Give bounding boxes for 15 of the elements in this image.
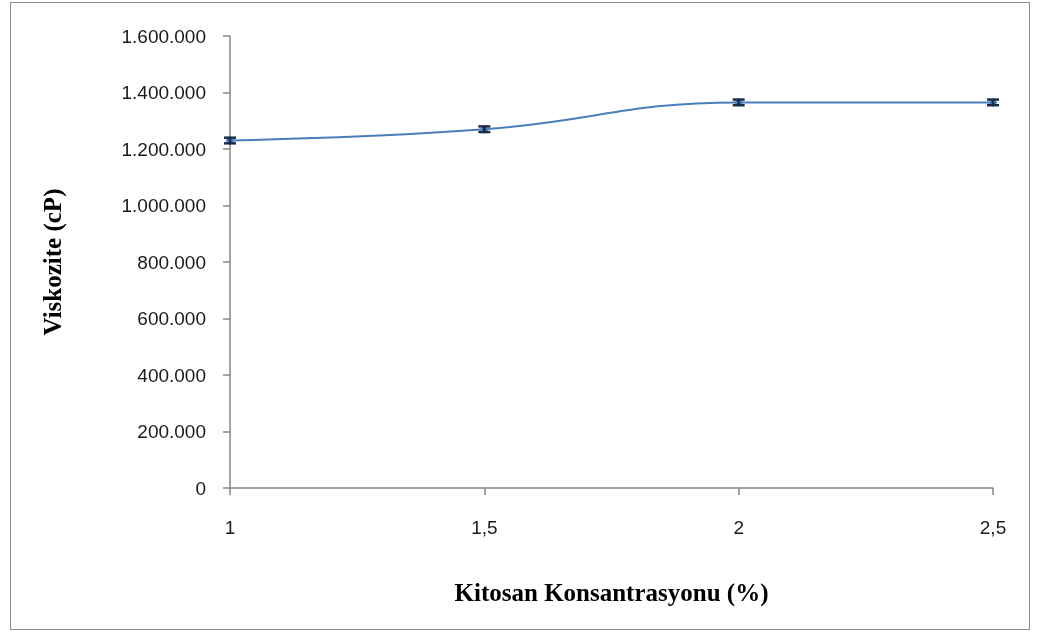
y-tick-label: 1.600.000	[121, 25, 206, 47]
y-tick-label: 400.000	[137, 364, 206, 386]
x-tick-label: 1	[224, 517, 236, 538]
y-tick-label: 800.000	[137, 251, 206, 273]
y-tick-label: 0	[195, 477, 206, 499]
y-tick-label: 1.200.000	[121, 138, 206, 160]
x-tick-label: 2,5	[979, 517, 1007, 538]
y-tick-label: 1.000.000	[121, 195, 206, 216]
y-tick-label: 1.400.000	[121, 82, 206, 103]
x-tick-label: 2	[733, 517, 744, 538]
x-tick-label: 1,5	[471, 517, 498, 538]
x-axis-title: Kitosan Konsantrasyonu (%)	[454, 579, 769, 607]
y-axis-title: Viskozite (cP)	[39, 188, 67, 336]
y-tick-label: 200.000	[137, 421, 206, 442]
y-tick-label: 600.000	[137, 308, 206, 329]
